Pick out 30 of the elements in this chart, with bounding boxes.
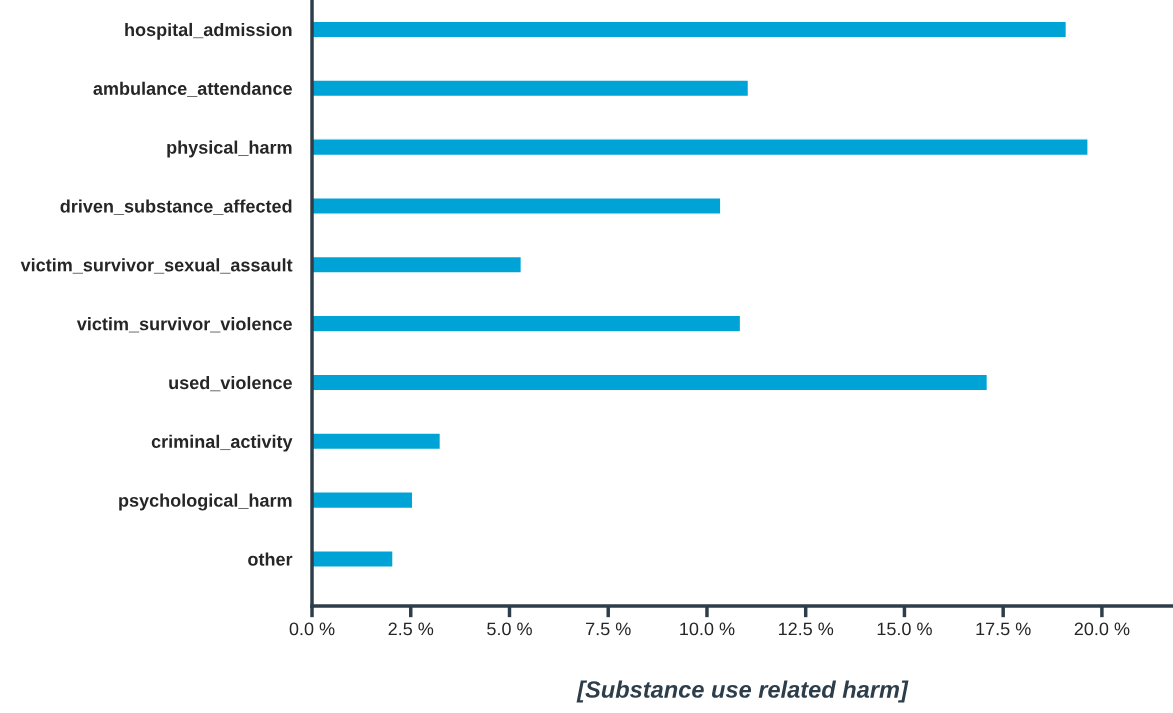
- bar: [312, 79, 750, 98]
- x-tick-label: 15.0 %: [877, 622, 932, 636]
- bar: [312, 550, 394, 568]
- y-tick-label: ambulance_attendance: [93, 81, 292, 98]
- x-tick-label: 17.5 %: [976, 622, 1031, 636]
- x-axis-title: [Substance use related harm]: [576, 680, 909, 703]
- y-tick-label: victim_survivor_violence: [76, 317, 292, 333]
- y-tick-label: driven_substance_affected: [60, 199, 292, 215]
- bar: [312, 373, 989, 392]
- y-tick-label: victim_survivor_sexual_assault: [20, 258, 293, 274]
- bar: [312, 20, 1068, 39]
- y-tick-label: psychological_harm: [119, 493, 292, 511]
- bar: [312, 491, 414, 510]
- x-tick-label: 7.5 %: [586, 622, 631, 636]
- bar: [312, 138, 1089, 157]
- bar: [312, 197, 722, 215]
- y-tick-label: criminal_activity: [151, 434, 293, 452]
- x-tick-label: 0.0 %: [289, 622, 335, 636]
- x-tick-label: 2.5 %: [388, 622, 434, 636]
- y-tick-label: hospital_admission: [125, 22, 292, 40]
- y-tick-label: other: [248, 552, 293, 566]
- x-tick-label: 5.0 %: [487, 622, 532, 636]
- bar: [312, 432, 442, 451]
- x-tick-label: 12.5 %: [778, 622, 834, 636]
- x-tick-label: 10.0 %: [680, 622, 735, 636]
- y-tick-label: used_violence: [169, 375, 292, 392]
- bar: [312, 255, 523, 274]
- y-tick-label: physical_harm: [167, 140, 292, 158]
- x-tick-label: 20.0 %: [1074, 622, 1130, 636]
- bar: [312, 314, 742, 333]
